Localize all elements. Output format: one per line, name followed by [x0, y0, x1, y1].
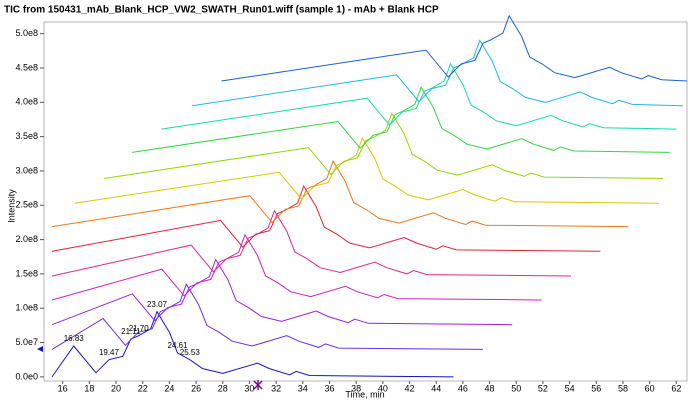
x-tick-label: 18: [84, 383, 94, 393]
x-tick-label: 54: [565, 383, 575, 393]
x-tick-label: 30: [244, 383, 254, 393]
x-axis-label: Time, min: [345, 389, 384, 399]
plot-frame: [43, 21, 688, 382]
x-tick-label: 24: [164, 383, 174, 393]
y-axis-label: Intensity: [6, 189, 16, 223]
x-tick-label: 44: [431, 383, 441, 393]
cursor-marker: [253, 380, 263, 390]
chart-title: TIC from 150431_mAb_Blank_HCP_VW2_SWATH_…: [4, 5, 439, 16]
y-tick-label: 2.5e8: [15, 200, 38, 210]
pointer-marker: [37, 346, 43, 352]
peak-label: 19.47: [99, 348, 120, 357]
trace-line: [51, 310, 454, 378]
x-tick-label: 28: [218, 383, 228, 393]
trace-line: [131, 86, 670, 153]
trace-line: [51, 209, 571, 277]
x-tick-label: 26: [191, 383, 201, 393]
y-tick-label: 3.0e8: [15, 165, 38, 175]
x-tick-label: 42: [405, 383, 415, 393]
peak-label: 24.61: [168, 341, 189, 350]
y-tick-label: 5.0e8: [15, 28, 38, 38]
peak-label: 16.83: [64, 334, 85, 343]
y-tick-label: 1.0e8: [15, 303, 38, 313]
x-tick-label: 46: [458, 383, 468, 393]
trace-line: [103, 112, 664, 179]
trace-line: [51, 283, 483, 350]
trace-line: [51, 233, 542, 301]
trace-line: [51, 184, 601, 252]
x-tick-label: 60: [645, 383, 655, 393]
x-tick-label: 58: [618, 383, 628, 393]
trace-line: [74, 136, 660, 204]
y-tick-label: 3.5e8: [15, 131, 38, 141]
peak-label: 21.11: [121, 327, 141, 336]
x-tick-label: 36: [324, 383, 334, 393]
peak-label: 23.07: [147, 300, 168, 309]
x-tick-label: 48: [485, 383, 495, 393]
trace-line: [51, 160, 629, 228]
trace-line: [221, 14, 688, 82]
trace-line: [192, 39, 684, 107]
x-tick-label: 20: [111, 383, 121, 393]
x-tick-label: 40: [378, 383, 388, 393]
y-tick-label: 4.5e8: [15, 62, 38, 72]
x-tick-label: 56: [591, 383, 601, 393]
y-tick-label: 0.0e0: [15, 371, 38, 381]
peak-label: 21.70: [129, 324, 150, 333]
trace-line: [161, 62, 677, 130]
y-tick-label: 1.5e8: [15, 268, 38, 278]
x-tick-label: 16: [58, 383, 68, 393]
x-tick-label: 34: [298, 383, 308, 393]
x-tick-label: 50: [511, 383, 521, 393]
x-tick-label: 32: [271, 383, 281, 393]
y-tick-label: 2.0e8: [15, 234, 38, 244]
y-tick-label: 4.0e8: [15, 97, 38, 107]
peak-label: 25.53: [180, 348, 201, 357]
x-tick-label: 38: [351, 383, 361, 393]
trace-line: [51, 258, 513, 326]
y-tick-label: 5.0e7: [15, 337, 38, 347]
x-tick-label: 22: [138, 383, 148, 393]
x-tick-label: 62: [671, 383, 681, 393]
x-tick-label: 52: [538, 383, 548, 393]
